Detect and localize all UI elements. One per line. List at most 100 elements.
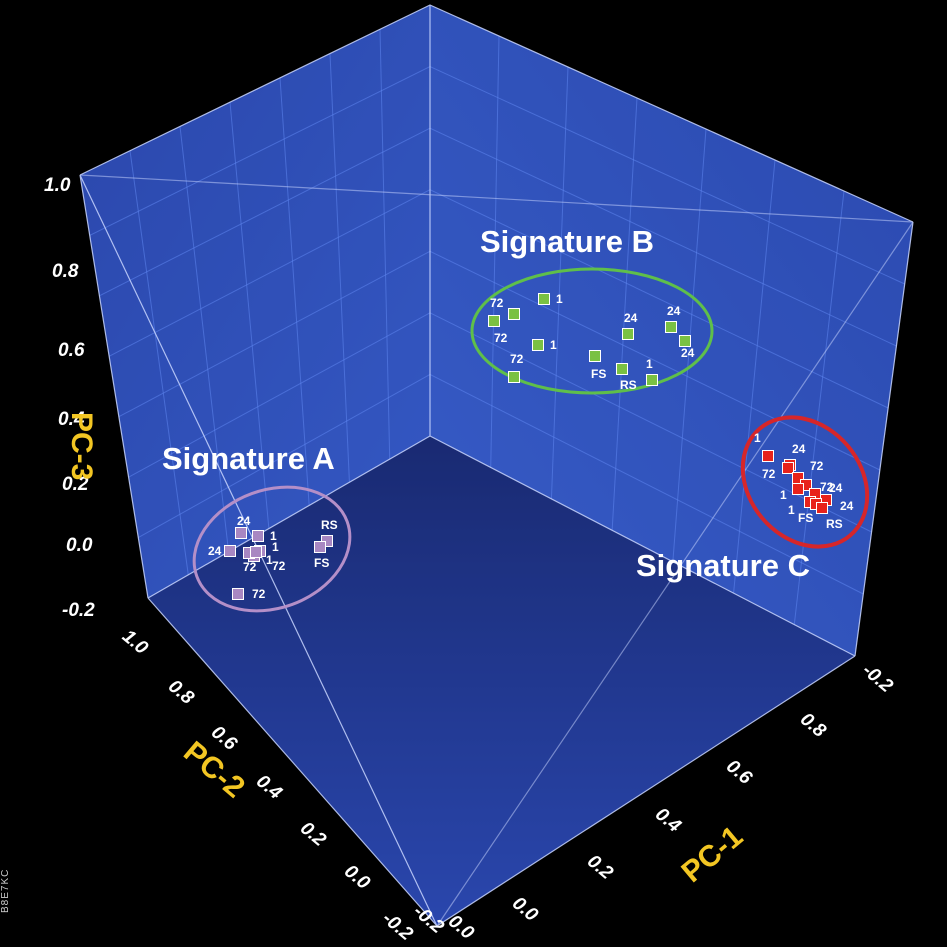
pc3-tick: 0.8 [52, 261, 79, 282]
data-point [538, 293, 550, 305]
grid-line [490, 35, 500, 468]
data-point [252, 530, 264, 542]
grid-lines [89, 29, 905, 625]
pc1-tick: 0.2 [583, 851, 617, 884]
pc2-axis-title: PC-2 [177, 735, 251, 804]
grid-line [138, 373, 431, 539]
data-point-label: 1 [266, 553, 273, 567]
floor-plane [148, 436, 855, 926]
grid-line [793, 190, 845, 625]
pc3-tick: 1.0 [44, 175, 71, 196]
data-point [646, 374, 658, 386]
pc2-tick: 0.2 [296, 818, 330, 851]
grid-line [550, 66, 569, 499]
data-point [508, 371, 520, 383]
data-point-label: 72 [762, 467, 776, 481]
data-point-label: 24 [840, 499, 854, 513]
grid-line [118, 250, 431, 418]
grid-line [429, 66, 905, 285]
pc3-tick: 0.0 [66, 535, 93, 556]
front-face [80, 5, 913, 926]
grid-line [229, 102, 270, 529]
data-point-label: 1 [272, 540, 279, 554]
pc1-tick: -0.2 [858, 660, 897, 697]
pc3-tick: 0.6 [58, 340, 85, 361]
data-point-label: 24 [792, 442, 806, 456]
data-point [589, 350, 601, 362]
pc2-tick: 0.4 [252, 771, 286, 804]
grid-line [379, 29, 391, 460]
data-point [616, 363, 628, 375]
grid-line [128, 312, 431, 478]
data-point [762, 450, 774, 462]
data-point [792, 483, 804, 495]
data-point-label: RS [620, 378, 637, 392]
data-point-label: 1 [556, 292, 563, 306]
cube-edges [79, 4, 914, 927]
pc1-tick: 0.0 [508, 893, 542, 926]
pc1-tick: 0.8 [796, 709, 830, 742]
data-point-label: 72 [243, 560, 257, 574]
pc2-tick: 0.0 [340, 861, 374, 894]
data-point-label: 1 [270, 529, 277, 543]
data-point [816, 502, 828, 514]
data-point-label: 24 [237, 514, 251, 528]
data-point [782, 462, 794, 474]
data-point-label: 1 [754, 431, 761, 445]
data-point-label: 1 [646, 357, 653, 371]
data-point-label: FS [314, 556, 329, 570]
pc1-axis-title: PC-1 [676, 820, 750, 889]
grid-line [99, 127, 431, 297]
signature-b-ring [470, 267, 714, 395]
data-point-label: 1 [788, 503, 795, 517]
grid-line [89, 66, 431, 236]
pc1-tick: 0.4 [651, 804, 685, 837]
pc2-tick: 1.0 [118, 626, 152, 659]
data-point-label: 1 [780, 488, 787, 502]
data-point-label: 72 [272, 559, 286, 573]
data-point-label: FS [591, 367, 606, 381]
data-point-label: FS [798, 511, 813, 525]
pc2-tick: 0.8 [164, 676, 198, 709]
data-point-label: RS [826, 517, 843, 531]
signature-a-label: Signature A [162, 441, 335, 476]
grid-line [279, 77, 310, 506]
grid-line [611, 97, 638, 531]
data-point-label: 72 [252, 587, 266, 601]
data-point [665, 321, 677, 333]
data-point-label: 24 [829, 481, 843, 495]
data-point [532, 339, 544, 351]
data-point-label: 72 [820, 480, 834, 494]
data-point [314, 541, 326, 553]
data-point [622, 328, 634, 340]
grid-line [429, 312, 872, 533]
data-point-label: 24 [667, 304, 681, 318]
data-point [232, 588, 244, 600]
data-point [224, 545, 236, 557]
pc1-tick: 0.6 [722, 756, 756, 789]
grid-line [329, 53, 350, 483]
data-point-label: 72 [510, 352, 524, 366]
data-point-label: 72 [490, 296, 504, 310]
grid-line [129, 150, 189, 575]
grid-line [179, 126, 230, 552]
data-point [488, 315, 500, 327]
data-point-label: RS [321, 518, 338, 532]
side-code: B8E7KC [0, 868, 11, 913]
data-point [250, 546, 262, 558]
signature-c-ring [740, 415, 870, 549]
grid-line [429, 127, 897, 347]
left-wall [80, 5, 430, 598]
pc3-ticks: 1.0 0.8 0.6 0.4 0.2 0.0 -0.2 [44, 175, 95, 621]
grid-line [733, 159, 776, 594]
grid-line [429, 373, 864, 595]
data-point-label: 72 [494, 331, 508, 345]
data-point-label: 72 [810, 459, 824, 473]
grid-line [108, 189, 431, 357]
pc3-tick: 0.4 [58, 409, 85, 430]
data-point [508, 308, 520, 320]
signature-a-ring [192, 485, 352, 613]
data-point-label: 24 [681, 346, 695, 360]
